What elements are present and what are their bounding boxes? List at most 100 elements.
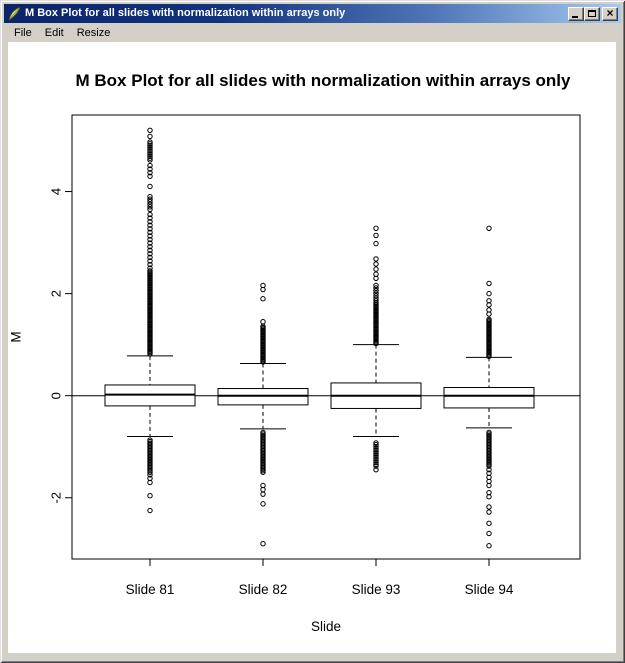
outlier-point [373, 282, 379, 289]
outlier-point [260, 296, 266, 302]
outlier-point [260, 501, 266, 507]
outlier-point [147, 148, 153, 154]
minimize-icon [572, 15, 578, 18]
outlier-point [260, 491, 266, 497]
outlier-point [373, 458, 379, 464]
outlier-point [147, 479, 153, 486]
outlier-point [373, 456, 379, 462]
outlier-point [147, 141, 153, 147]
outlier-point [373, 225, 379, 231]
outlier-point [373, 232, 379, 239]
outlier-point [147, 166, 153, 172]
outlier-point [373, 298, 379, 304]
outlier-point [147, 150, 153, 156]
outlier-point [147, 507, 153, 514]
plot-border [71, 114, 581, 560]
x-tick-label: Slide 93 [352, 582, 401, 597]
outlier-point [147, 201, 153, 208]
outlier-point [373, 441, 379, 448]
outlier-point [147, 204, 153, 210]
iqr-box [443, 387, 535, 409]
outlier-point [373, 240, 379, 247]
outlier-point [147, 437, 153, 443]
outlier-point [147, 233, 153, 239]
titlebar[interactable]: M Box Plot for all slides with normaliza… [4, 4, 621, 23]
outlier-point [373, 454, 379, 460]
outlier-point [486, 316, 492, 323]
outlier-point [147, 153, 153, 160]
outlier-point [373, 271, 379, 277]
outlier-point [147, 196, 153, 202]
outlier-point [147, 146, 153, 152]
outlier-point [147, 229, 153, 236]
outlier-point [373, 463, 379, 469]
window-controls: × [568, 6, 618, 21]
quill-icon[interactable] [7, 6, 21, 21]
outlier-point [486, 504, 492, 510]
outlier-point [373, 450, 379, 457]
outlier-point [373, 459, 379, 466]
outlier-point [486, 298, 492, 304]
outlier-point [147, 493, 153, 499]
outlier-point [373, 443, 379, 450]
outlier-point [373, 295, 379, 301]
minimize-button[interactable] [568, 6, 584, 21]
outlier-point [373, 290, 379, 296]
outlier-point [147, 261, 153, 268]
y-tick-label: 2 [49, 290, 64, 297]
outlier-point [147, 169, 153, 176]
outlier-point [147, 215, 153, 221]
close-icon: × [606, 6, 614, 20]
outlier-point [147, 472, 153, 478]
x-tick-label: Slide 94 [465, 582, 514, 597]
outlier-point [373, 461, 379, 468]
maximize-button[interactable] [584, 6, 600, 21]
outlier-point [373, 445, 379, 451]
y-tick-label: 0 [49, 392, 64, 399]
outlier-point [147, 157, 153, 163]
outlier-point [147, 258, 153, 264]
outlier-point [147, 251, 153, 257]
outlier-point [147, 162, 153, 169]
outlier-point [486, 530, 492, 537]
outlier-point [486, 225, 492, 231]
outlier-point [373, 466, 379, 473]
x-axis-label: Slide [311, 619, 341, 634]
x-tick-label: Slide 81 [126, 582, 175, 597]
outlier-point [147, 236, 153, 243]
outlier-point [373, 287, 379, 294]
outlier-point [373, 449, 379, 455]
outlier-point [373, 452, 379, 459]
menu-edit[interactable]: Edit [44, 26, 64, 39]
outlier-point [147, 193, 153, 200]
outlier-point [147, 151, 153, 158]
outlier-point [147, 226, 153, 232]
maximize-icon [588, 10, 596, 17]
outlier-point [147, 142, 153, 149]
outlier-point [147, 268, 153, 274]
outlier-point [486, 520, 492, 526]
close-button[interactable]: × [602, 6, 618, 21]
outlier-point [260, 318, 266, 325]
outlier-point [147, 155, 153, 161]
iqr-box [217, 388, 309, 406]
outlier-point [147, 133, 153, 140]
outlier-point [147, 139, 153, 145]
window-title: M Box Plot for all slides with normaliza… [25, 7, 346, 19]
menubar: File Edit Resize [4, 23, 621, 42]
outlier-point [147, 222, 153, 228]
menu-resize[interactable]: Resize [76, 26, 111, 39]
outlier-point [373, 266, 379, 272]
outlier-point [373, 261, 379, 267]
y-tick-label: -2 [49, 492, 64, 504]
outlier-point [373, 447, 379, 453]
menu-file[interactable]: File [14, 26, 32, 39]
x-tick-label: Slide 82 [239, 582, 288, 597]
outlier-point [486, 494, 492, 500]
outlier-point [147, 206, 153, 213]
outlier-point [373, 440, 379, 446]
outlier-point [147, 211, 153, 218]
outlier-point [147, 127, 153, 134]
